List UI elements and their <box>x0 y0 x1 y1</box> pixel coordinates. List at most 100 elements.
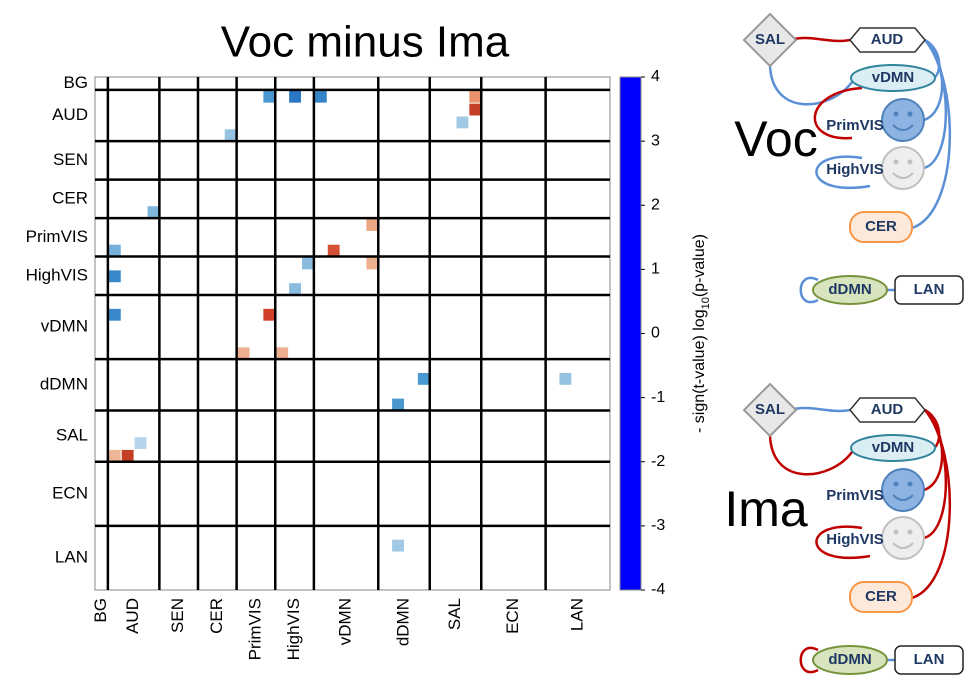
edge <box>770 430 852 474</box>
column-label: CER <box>207 598 226 634</box>
eye <box>894 112 899 117</box>
row-label: SAL <box>56 426 88 445</box>
colorbar-tick-label: 0 <box>651 325 660 342</box>
node-label: CER <box>865 588 897 605</box>
row-label: ECN <box>52 483 88 502</box>
edge <box>770 60 852 104</box>
eye <box>894 482 899 487</box>
smiley <box>882 147 924 189</box>
node-label: PrimVIS <box>826 487 884 504</box>
colorbar-tick-label: 3 <box>651 132 660 149</box>
column-label: LAN <box>567 598 586 631</box>
node-label: vDMN <box>872 439 915 456</box>
cell <box>109 309 121 321</box>
colorbar-label: - sign(t-value) log10(p-value) <box>691 234 712 433</box>
node-label: HighVIS <box>826 161 884 178</box>
cell <box>276 347 288 359</box>
eye <box>908 530 913 535</box>
column-label: AUD <box>123 598 142 634</box>
edge <box>790 38 850 41</box>
edge <box>924 410 946 538</box>
eye <box>908 482 913 487</box>
node-label: AUD <box>871 401 904 418</box>
chart-title: Voc minus Ima <box>221 18 510 67</box>
network-diagram: ImaSALAUDvDMNPrimVISHighVISCERdDMNLAN <box>724 384 963 674</box>
cell <box>122 450 134 462</box>
cell <box>366 219 378 231</box>
node-label: HighVIS <box>826 531 884 548</box>
cell <box>289 283 301 295</box>
colorbar-tick-label: -3 <box>651 517 665 534</box>
node-label: LAN <box>914 281 945 298</box>
cell <box>148 206 160 218</box>
node-label: dDMN <box>828 281 871 298</box>
colorbar-label-part: - sign(t-value) log <box>691 309 708 433</box>
cell <box>392 399 404 411</box>
cell <box>225 129 237 141</box>
column-label: HighVIS <box>284 598 303 660</box>
cell <box>135 437 147 449</box>
network-diagram: VocSALAUDvDMNPrimVISHighVISCERdDMNLAN <box>734 14 963 304</box>
colorbar-tick-label: -2 <box>651 453 665 470</box>
plot-frame <box>95 77 610 590</box>
edge <box>790 408 850 411</box>
cell <box>315 91 327 103</box>
column-label: SAL <box>445 598 464 630</box>
colorbar <box>620 77 641 590</box>
cell <box>392 540 404 552</box>
colorbar-tick-label: -1 <box>651 389 665 406</box>
eye <box>908 160 913 165</box>
diagram-label: Voc <box>734 111 817 167</box>
cell <box>263 309 275 321</box>
cell <box>289 91 301 103</box>
column-label: ECN <box>503 598 522 634</box>
smiley <box>882 469 924 511</box>
eye <box>908 112 913 117</box>
row-label: SEN <box>53 150 88 169</box>
node-label: vDMN <box>872 69 915 86</box>
row-label: HighVIS <box>26 265 88 284</box>
colorbar-tick-label: 2 <box>651 196 660 213</box>
node-label: PrimVIS <box>826 117 884 134</box>
column-label: SEN <box>168 598 187 633</box>
colorbar-tick-label: 4 <box>651 68 660 85</box>
cell <box>457 116 469 128</box>
cell <box>418 373 430 385</box>
colorbar-label-part: (p-value) <box>691 234 708 297</box>
row-label: PrimVIS <box>26 227 88 246</box>
diagram-label: Ima <box>724 481 808 537</box>
smiley <box>882 517 924 559</box>
smiley <box>882 99 924 141</box>
node-label: SAL <box>755 31 785 48</box>
cell <box>263 91 275 103</box>
cell <box>238 347 250 359</box>
row-label: LAN <box>55 547 88 566</box>
cell <box>560 373 572 385</box>
row-label: BG <box>63 73 88 92</box>
row-label: AUD <box>52 105 88 124</box>
column-label: vDMN <box>336 598 355 645</box>
cell <box>109 245 121 257</box>
cell <box>469 104 481 116</box>
colorbar-label-part: 10 <box>700 297 712 309</box>
column-label: PrimVIS <box>245 598 264 660</box>
node-label: LAN <box>914 651 945 668</box>
column-label: dDMN <box>393 598 412 646</box>
colorbar-tick-label: 1 <box>651 261 660 278</box>
cell <box>469 91 481 103</box>
row-label: vDMN <box>41 317 88 336</box>
row-label: CER <box>52 188 88 207</box>
node-label: AUD <box>871 31 904 48</box>
eye <box>894 530 899 535</box>
colorbar-tick-label: -4 <box>651 581 665 598</box>
eye <box>894 160 899 165</box>
cell <box>302 258 314 270</box>
column-label: BG <box>91 598 110 623</box>
node-label: dDMN <box>828 651 871 668</box>
cell <box>366 258 378 270</box>
cell <box>109 450 121 462</box>
edge <box>924 40 946 168</box>
cell <box>328 245 340 257</box>
row-label: dDMN <box>40 374 88 393</box>
